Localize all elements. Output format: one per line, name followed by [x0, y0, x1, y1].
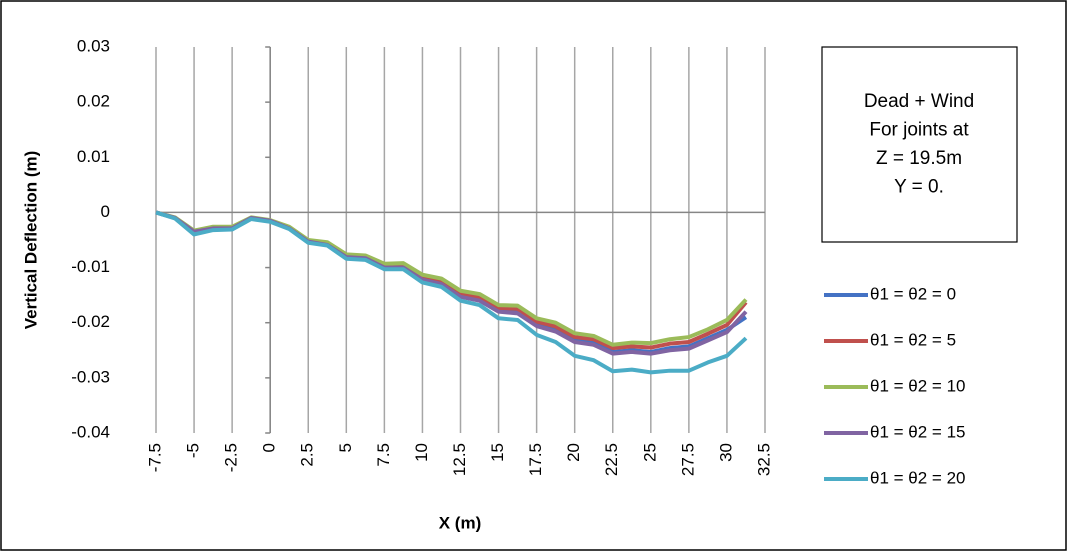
x-axis-title: X (m) [439, 513, 482, 532]
y-tick-label: 0.01 [77, 147, 110, 166]
y-tick-label: 0 [101, 202, 110, 221]
y-axis-title: Vertical Deflection (m) [21, 151, 40, 330]
legend-label: θ1 = θ2 = 10 [870, 376, 965, 395]
x-tick-label: -2.5 [222, 443, 241, 472]
y-tick-label: 0.02 [77, 92, 110, 111]
x-tick-label: 0 [260, 443, 279, 452]
x-tick-label: 2.5 [298, 443, 317, 467]
x-tick-label: 22.5 [602, 443, 621, 476]
annotation-text: Y = 0. [894, 177, 944, 198]
y-tick-label: 0.03 [77, 36, 110, 55]
legend-label: θ1 = θ2 = 0 [870, 284, 956, 303]
x-tick-label: 5 [336, 443, 355, 452]
x-tick-label: 17.5 [526, 443, 545, 476]
x-tick-label: -5 [184, 443, 203, 458]
y-tick-label: -0.01 [71, 257, 110, 276]
x-tick-label: 27.5 [678, 443, 697, 476]
x-tick-label: 30 [716, 443, 735, 462]
annotation-box [821, 46, 1018, 243]
x-tick-label: -7.5 [145, 443, 164, 472]
legend-label: θ1 = θ2 = 5 [870, 330, 956, 349]
legend-label: θ1 = θ2 = 15 [870, 422, 965, 441]
y-tick-label: -0.02 [71, 312, 110, 331]
y-tick-label: -0.04 [71, 422, 110, 441]
x-tick-label: 25 [640, 443, 659, 462]
x-tick-label: 32.5 [754, 443, 773, 476]
y-tick-label: -0.03 [71, 367, 110, 386]
x-tick-label: 12.5 [450, 443, 469, 476]
x-tick-label: 15 [488, 443, 507, 462]
annotation-text: Z = 19.5m [876, 148, 962, 169]
annotation-text: For joints at [869, 120, 969, 141]
x-tick-label: 10 [412, 443, 431, 462]
annotation-text: Dead + Wind [864, 91, 974, 112]
series-line [155, 210, 748, 375]
x-tick-label: 20 [564, 443, 583, 462]
legend-label: θ1 = θ2 = 20 [870, 468, 965, 487]
x-tick-label: 7.5 [374, 443, 393, 467]
